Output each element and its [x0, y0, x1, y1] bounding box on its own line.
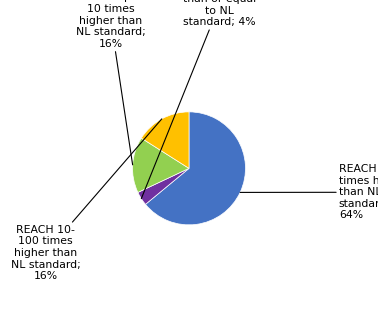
Text: REACH >100
times higher
than NL
standard;
64%: REACH >100 times higher than NL standard…: [240, 164, 378, 220]
Text: REACH lower
than or equal
to NL
standard; 4%: REACH lower than or equal to NL standard…: [141, 0, 256, 199]
Wedge shape: [133, 138, 189, 192]
Text: REACH up to
10 times
higher than
NL standard;
16%: REACH up to 10 times higher than NL stan…: [76, 0, 146, 165]
Text: REACH 10-
100 times
higher than
NL standard;
16%: REACH 10- 100 times higher than NL stand…: [11, 119, 162, 281]
Wedge shape: [146, 112, 245, 225]
Wedge shape: [138, 168, 189, 204]
Wedge shape: [141, 112, 189, 168]
